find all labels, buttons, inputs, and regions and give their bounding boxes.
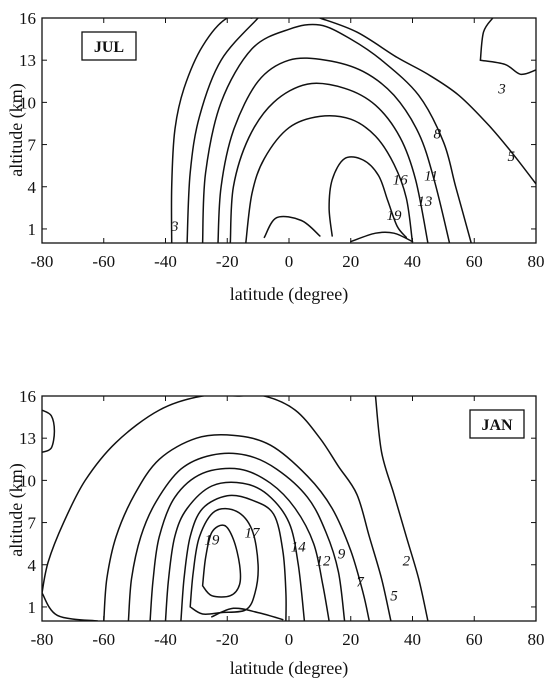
contour-labels: 3 3 5 8 11 13 16 19 — [170, 81, 516, 235]
contour-label: 3 — [170, 219, 179, 235]
contour-line-16 — [245, 115, 414, 243]
contour-labels: 19 17 14 12 97 5 2 — [204, 525, 410, 604]
y-tick-label: 4 — [28, 556, 37, 575]
panel-tag-text: JAN — [481, 417, 513, 434]
x-axis-label: latitude (degree) — [230, 284, 348, 305]
contour-line-5 — [319, 18, 536, 185]
y-tick-label: 10 — [19, 471, 36, 490]
panel-tag: JAN — [469, 409, 525, 439]
y-tick-label: 16 — [19, 9, 36, 28]
contour-line-5 — [186, 18, 259, 243]
x-tick-label: 0 — [285, 630, 294, 649]
contour-label: 11 — [424, 169, 438, 185]
contour-label: 13 — [417, 194, 432, 210]
x-tick-label: -20 — [216, 252, 239, 271]
x-tick-label: 80 — [528, 630, 545, 649]
contour-line-5 — [103, 433, 371, 621]
contour-line-2 — [374, 396, 429, 621]
contour-label: 3 — [497, 81, 506, 97]
contour-label: 14 — [291, 539, 307, 555]
contour-label: 7 — [356, 575, 365, 591]
x-tick-label: -20 — [216, 630, 239, 649]
contour-line-8 — [201, 23, 472, 243]
contour-label: 5 — [390, 589, 398, 605]
y-tick-label: 13 — [19, 51, 36, 70]
y-axis-label: altitude (km) — [6, 83, 27, 176]
contour-line-22 — [350, 231, 414, 243]
contour-label: 19 — [386, 208, 402, 224]
x-tick-label: -60 — [92, 252, 115, 271]
contour-label: 9 — [338, 547, 346, 563]
contour-label: 17 — [244, 525, 261, 541]
contour-line-17 — [211, 607, 284, 621]
x-tick-label: -80 — [31, 630, 54, 649]
x-tick-label: -80 — [31, 252, 54, 271]
y-tick-label: 1 — [28, 220, 37, 239]
x-tick-label: -40 — [154, 252, 177, 271]
y-tick-label: 1 — [28, 598, 37, 617]
contour-label: 5 — [508, 149, 516, 165]
contour-line-3 — [479, 18, 494, 61]
x-tick-label: -40 — [154, 630, 177, 649]
contour-line-14 — [180, 494, 287, 621]
plot-frame — [41, 395, 537, 622]
contour-line-11 — [217, 57, 451, 243]
y-tick-label: 16 — [19, 387, 36, 406]
contour-line-3 — [479, 59, 536, 76]
panel-tag-box — [469, 409, 525, 439]
x-axis-label: latitude (degree) — [230, 658, 348, 679]
x-tick-label: 0 — [285, 252, 294, 271]
y-tick-label: 4 — [28, 178, 37, 197]
contour-line-3 — [170, 18, 253, 243]
x-ticks: -80 -60 -40 -20 0 20 40 60 80 — [31, 18, 545, 271]
panel-tag-box — [81, 31, 137, 61]
contour-line-2 — [42, 396, 392, 621]
contour-label: 19 — [204, 532, 220, 548]
contour-lines — [170, 18, 536, 243]
contour-line-13 — [229, 82, 429, 243]
x-tick-label: 20 — [342, 252, 359, 271]
x-tick-label: 40 — [404, 630, 421, 649]
contour-label: 8 — [433, 126, 441, 142]
panel-tag-text: JUL — [94, 39, 124, 56]
y-tick-label: 7 — [28, 136, 37, 155]
panel-tag: JUL — [81, 31, 137, 61]
x-tick-label: 40 — [404, 252, 421, 271]
contour-label: 12 — [315, 554, 331, 570]
x-ticks: -80 -60 -40 -20 0 20 40 60 80 — [31, 396, 545, 649]
contour-line-5 — [42, 592, 99, 621]
x-tick-label: 60 — [466, 630, 483, 649]
y-tick-label: 7 — [28, 514, 37, 533]
y-tick-label: 13 — [19, 429, 36, 448]
contour-label: 16 — [393, 173, 409, 189]
contour-label: 2 — [403, 554, 411, 570]
contour-line-19 — [263, 215, 321, 239]
contour-line-2 — [42, 409, 56, 454]
contour-line-7 — [127, 452, 346, 621]
y-tick-label: 10 — [19, 93, 36, 112]
contour-line-12 — [164, 481, 306, 621]
panel-jul: 3 3 5 8 11 13 16 19 -80 -60 -40 -20 0 20 40 60 80 1 4 7 10… — [6, 9, 545, 305]
y-ticks: 1 4 7 10 13 16 — [19, 9, 536, 239]
contour-line-9 — [149, 467, 330, 621]
contour-line-19 — [328, 156, 408, 239]
x-tick-label: 20 — [342, 630, 359, 649]
y-axis-label: altitude (km) — [6, 463, 27, 556]
contour-line-19 — [201, 524, 242, 598]
contour-lines — [42, 396, 429, 621]
x-tick-label: -60 — [92, 630, 115, 649]
x-tick-label: 60 — [466, 252, 483, 271]
x-tick-label: 80 — [528, 252, 545, 271]
